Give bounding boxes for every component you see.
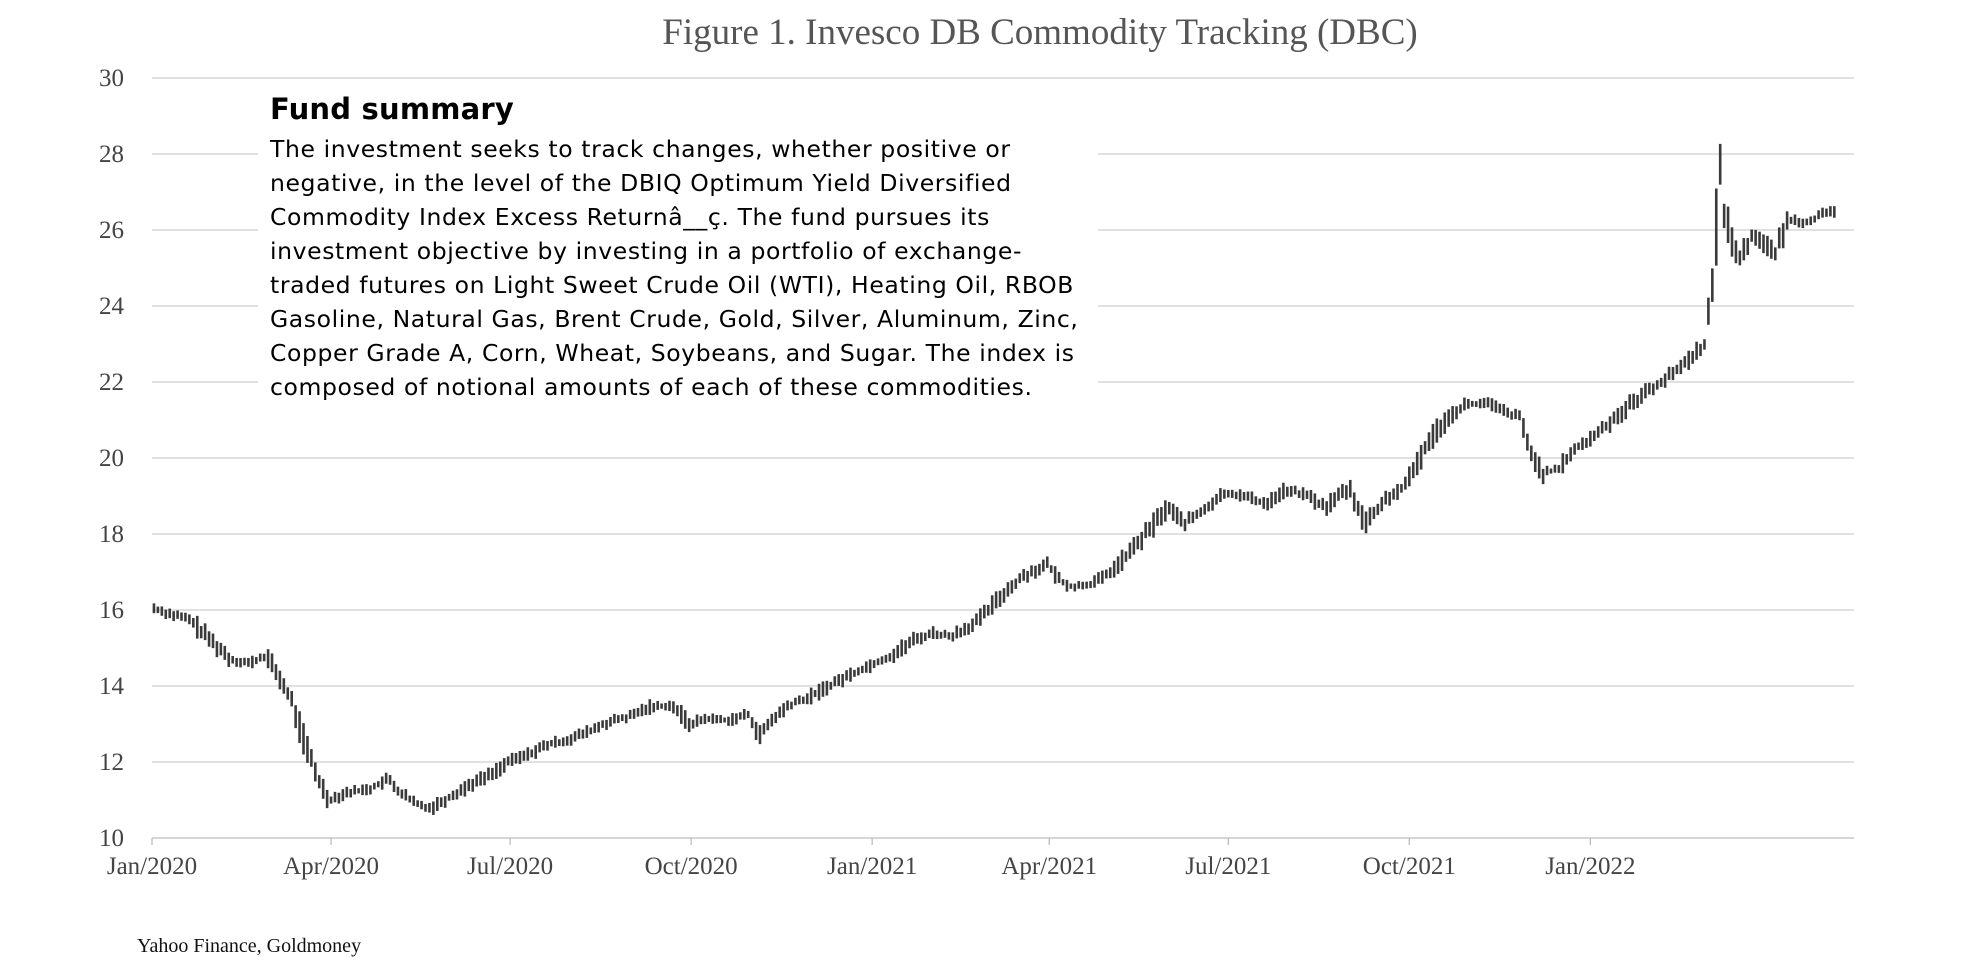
y-tick-label: 18 — [99, 521, 124, 548]
x-axis-ticks: Jan/2020 Apr/2020 Jul/2020 Oct/2020 Jan/2021… — [107, 838, 1635, 880]
y-tick-label: 12 — [99, 749, 124, 776]
y-tick-label: 26 — [99, 217, 124, 244]
x-tick-label: Oct/2021 — [1363, 853, 1456, 880]
chart-title: Figure 1. Invesco DB Commodity Tracking … — [662, 12, 1417, 53]
y-tick-label: 10 — [99, 825, 124, 852]
price-bars — [152, 143, 1836, 815]
fund-summary-text: The investment seeks to track changes, w… — [270, 135, 1079, 401]
x-tick-label: Jul/2020 — [467, 853, 553, 880]
x-tick-label: Jan/2022 — [1545, 853, 1635, 880]
x-tick-label: Oct/2020 — [645, 853, 738, 880]
x-tick-label: Jan/2021 — [827, 853, 917, 880]
y-tick-label: 22 — [99, 369, 124, 396]
x-tick-label: Jan/2020 — [107, 853, 197, 880]
x-tick-label: Apr/2021 — [1001, 853, 1097, 880]
fund-summary-title: Fund summary — [270, 92, 515, 126]
source-note: Yahoo Finance, Goldmoney — [137, 935, 361, 957]
x-tick-label: Apr/2020 — [283, 853, 379, 880]
y-tick-label: 16 — [99, 597, 124, 624]
fund-summary-box: Fund summary The investment seeks to tra… — [258, 92, 1098, 410]
y-tick-label: 14 — [99, 673, 125, 700]
y-tick-label: 30 — [99, 65, 124, 92]
y-tick-label: 24 — [99, 293, 125, 320]
y-axis-ticks: 10 12 14 16 18 20 22 24 26 28 30 — [99, 65, 125, 852]
y-tick-label: 20 — [99, 445, 124, 472]
x-tick-label: Jul/2021 — [1185, 853, 1271, 880]
y-tick-label: 28 — [99, 141, 124, 168]
